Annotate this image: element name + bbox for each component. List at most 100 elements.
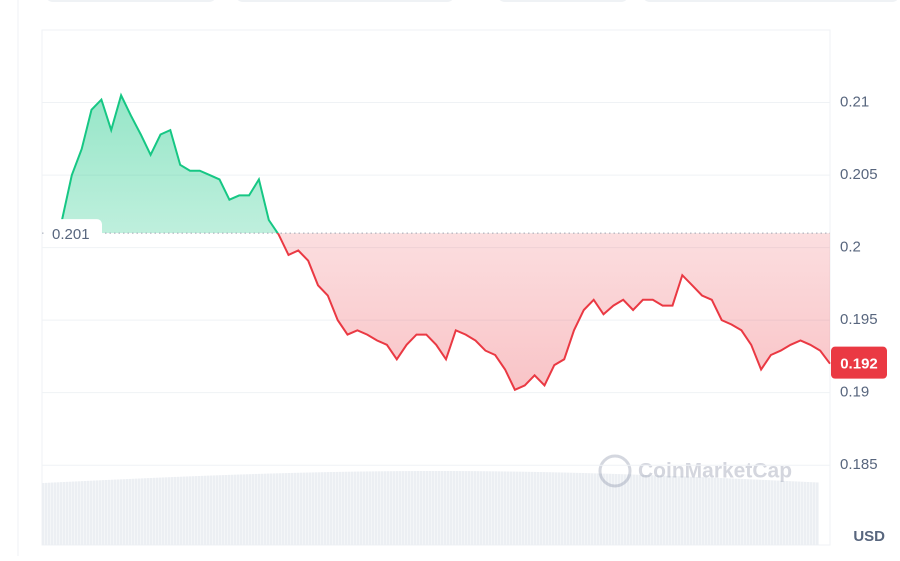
baseline-badge bbox=[46, 219, 102, 248]
volume-bar bbox=[795, 481, 798, 545]
tab[interactable] bbox=[497, 0, 629, 2]
volume-bar bbox=[72, 481, 75, 545]
volume-bar bbox=[159, 477, 162, 545]
volume-bar bbox=[144, 478, 147, 545]
volume-bar bbox=[723, 478, 726, 545]
volume-bar bbox=[306, 472, 309, 545]
volume-bar bbox=[642, 474, 645, 545]
volume-bar bbox=[207, 475, 210, 545]
volume-bar bbox=[768, 480, 771, 545]
volume-bar bbox=[327, 472, 330, 545]
volume-bar bbox=[210, 475, 213, 545]
volume-bar bbox=[471, 471, 474, 545]
volume-bar bbox=[126, 479, 129, 545]
volume-bar bbox=[162, 477, 165, 545]
volume-bar bbox=[393, 471, 396, 545]
volume-bar bbox=[675, 476, 678, 545]
volume-bar bbox=[168, 477, 171, 545]
volume-bar bbox=[267, 473, 270, 545]
volume-bar bbox=[303, 472, 306, 545]
volume-bar bbox=[780, 480, 783, 545]
volume-bar bbox=[153, 477, 156, 545]
volume-bar bbox=[243, 474, 246, 545]
volume-bar bbox=[690, 476, 693, 545]
volume-bar bbox=[495, 471, 498, 545]
volume-bar bbox=[726, 478, 729, 545]
volume-bar bbox=[699, 477, 702, 545]
volume-bar bbox=[390, 471, 393, 545]
volume-bar bbox=[588, 473, 591, 545]
volume-bar bbox=[69, 481, 72, 545]
volume-bar bbox=[105, 480, 108, 545]
volume-bar bbox=[54, 482, 57, 545]
watermark: CoinMarketCap bbox=[638, 460, 792, 483]
volume-bar bbox=[552, 472, 555, 545]
volume-bar bbox=[294, 472, 297, 545]
volume-bar bbox=[576, 472, 579, 545]
volume-bar bbox=[672, 476, 675, 545]
volume-bar bbox=[657, 475, 660, 545]
volume-bar bbox=[792, 481, 795, 545]
volume-bar bbox=[633, 474, 636, 545]
volume-bar bbox=[102, 480, 105, 545]
volume-bar bbox=[522, 471, 525, 545]
volume-bar bbox=[372, 471, 375, 545]
volume-bar bbox=[717, 477, 720, 545]
volume-bar bbox=[525, 471, 528, 545]
y-tick-label: 0.205 bbox=[840, 166, 878, 183]
volume-bar bbox=[237, 474, 240, 545]
volume-bar bbox=[501, 471, 504, 545]
last-price-badge bbox=[831, 346, 887, 379]
tab[interactable] bbox=[45, 0, 217, 2]
y-tick-label: 0.19 bbox=[840, 384, 869, 401]
volume-bar bbox=[645, 475, 648, 545]
volume-bar bbox=[108, 479, 111, 545]
volume-bar bbox=[561, 472, 564, 545]
volume-bar bbox=[63, 481, 66, 545]
price-line-up bbox=[61, 92, 279, 234]
tab[interactable] bbox=[642, 0, 900, 2]
volume-bar bbox=[90, 480, 93, 545]
volume-bar bbox=[51, 482, 54, 545]
volume-bar bbox=[363, 471, 366, 545]
volume-bar bbox=[735, 478, 738, 545]
volume-bar bbox=[432, 471, 435, 545]
volume-bar bbox=[783, 480, 786, 545]
volume-bar bbox=[339, 471, 342, 545]
volume-bar bbox=[183, 476, 186, 545]
volume-bar bbox=[540, 472, 543, 545]
volume-bar bbox=[771, 480, 774, 545]
volume-bar bbox=[729, 478, 732, 545]
volume-bar bbox=[669, 475, 672, 545]
volume-bar bbox=[531, 471, 534, 545]
volume-bar bbox=[777, 480, 780, 545]
volume-bar bbox=[156, 477, 159, 545]
volume-bar bbox=[456, 471, 459, 545]
volume-bar bbox=[567, 472, 570, 545]
volume-bar bbox=[174, 476, 177, 545]
volume-bar bbox=[705, 477, 708, 545]
tab[interactable] bbox=[235, 0, 455, 2]
volume-bar bbox=[84, 480, 87, 545]
volume-bar bbox=[537, 471, 540, 545]
volume-bar bbox=[285, 473, 288, 545]
volume-bar bbox=[618, 474, 621, 545]
volume-bar bbox=[198, 475, 201, 545]
volume-bar bbox=[789, 481, 792, 545]
volume-bar bbox=[708, 477, 711, 545]
volume-bar bbox=[216, 475, 219, 545]
volume-bar bbox=[597, 473, 600, 545]
volume-bar bbox=[483, 471, 486, 545]
volume-bar bbox=[534, 471, 537, 545]
volume-bar bbox=[741, 478, 744, 545]
volume-bar bbox=[234, 474, 237, 545]
volume-bar bbox=[177, 476, 180, 545]
last-price-label: 0.192 bbox=[840, 356, 878, 373]
volume-bar bbox=[423, 471, 426, 545]
volume-bar bbox=[402, 471, 405, 545]
volume-bar bbox=[222, 475, 225, 545]
price-line-down bbox=[276, 233, 831, 392]
volume-bar bbox=[687, 476, 690, 545]
volume-bar bbox=[486, 471, 489, 545]
